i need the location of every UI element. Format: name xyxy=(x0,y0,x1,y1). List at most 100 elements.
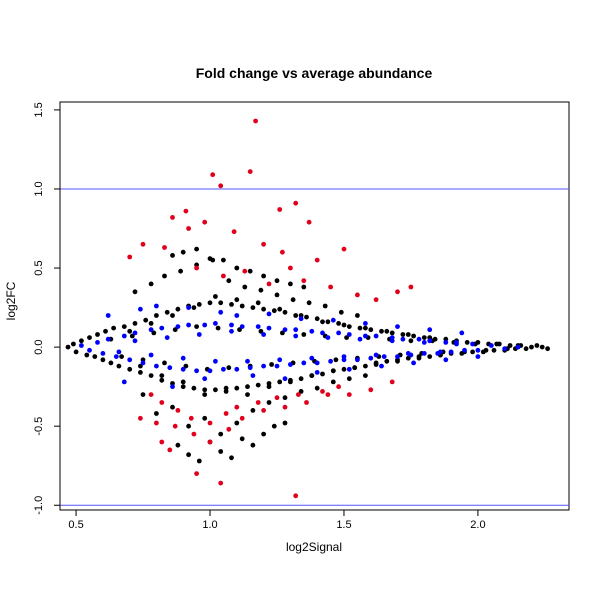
data-point-s2 xyxy=(274,363,280,369)
data-point-s2 xyxy=(301,360,307,366)
data-point-s1 xyxy=(127,328,133,334)
x-tick-label: 0.5 xyxy=(68,519,83,531)
data-point-s2 xyxy=(427,327,433,333)
data-point-s1 xyxy=(421,335,427,340)
data-point-s1 xyxy=(226,365,232,371)
data-point-s2 xyxy=(221,366,226,372)
data-point-s1 xyxy=(87,335,92,340)
data-point-s2 xyxy=(194,368,200,374)
data-point-s1 xyxy=(309,373,315,378)
data-point-s1 xyxy=(196,302,202,307)
data-point-s1 xyxy=(234,297,240,303)
data-point-s1 xyxy=(116,363,122,369)
y-tick-label: 0.5 xyxy=(33,260,45,275)
data-point-s3 xyxy=(282,404,288,410)
y-tick-label: 1.5 xyxy=(33,102,45,117)
data-point-s1 xyxy=(151,330,157,336)
data-point-s2 xyxy=(328,358,333,364)
data-point-s3 xyxy=(293,493,299,499)
data-point-s3 xyxy=(373,297,379,303)
data-point-s1 xyxy=(183,363,189,369)
data-point-s1 xyxy=(229,302,234,307)
data-point-s1 xyxy=(239,303,245,309)
y-axis: -1.0 -0.5 0.0 0.5 1.0 1.5 xyxy=(33,102,61,515)
data-point-s1 xyxy=(194,324,200,329)
data-point-s1 xyxy=(148,321,154,326)
data-point-s1 xyxy=(288,379,293,385)
data-point-s3 xyxy=(218,480,224,486)
data-point-s1 xyxy=(483,347,489,353)
data-point-s3 xyxy=(301,278,307,284)
data-point-s2 xyxy=(105,336,111,342)
x-axis-label: log2Signal xyxy=(286,540,342,554)
data-point-s2 xyxy=(213,358,218,364)
data-point-s3 xyxy=(210,172,216,178)
data-point-s3 xyxy=(395,289,400,295)
data-point-s2 xyxy=(515,344,521,350)
data-point-s1 xyxy=(95,332,100,337)
data-point-s1 xyxy=(470,349,475,355)
data-point-s2 xyxy=(140,360,146,366)
data-point-s2 xyxy=(100,351,106,356)
data-point-s1 xyxy=(277,379,283,385)
data-point-s1 xyxy=(186,452,192,458)
data-point-s2 xyxy=(266,325,272,331)
data-point-s1 xyxy=(400,332,406,337)
data-point-s2 xyxy=(488,343,494,348)
data-point-s3 xyxy=(207,439,213,445)
data-point-s3 xyxy=(336,384,341,390)
data-point-s1 xyxy=(154,411,159,416)
data-point-s2 xyxy=(229,322,234,328)
x-tick-label: 2.0 xyxy=(470,519,485,531)
data-point-s1 xyxy=(344,335,349,340)
data-point-s2 xyxy=(309,355,315,361)
data-point-s1 xyxy=(330,379,336,385)
data-point-s3 xyxy=(288,265,293,271)
data-point-s1 xyxy=(266,400,272,405)
data-point-s1 xyxy=(304,314,309,320)
data-point-s1 xyxy=(320,319,325,325)
data-point-s1 xyxy=(164,309,170,315)
data-point-s1 xyxy=(373,362,379,367)
data-point-s1 xyxy=(226,278,232,284)
data-point-s2 xyxy=(502,346,508,352)
data-point-s1 xyxy=(280,330,285,336)
data-point-s1 xyxy=(274,278,280,284)
data-point-s1 xyxy=(229,455,234,461)
data-point-s2 xyxy=(373,352,379,358)
data-point-s2 xyxy=(373,333,379,339)
data-point-s1 xyxy=(384,358,390,364)
data-point-s1 xyxy=(223,389,229,394)
data-point-s2 xyxy=(266,311,272,317)
data-point-s2 xyxy=(395,354,400,359)
data-point-s1 xyxy=(100,357,106,363)
data-point-s1 xyxy=(282,395,288,401)
data-point-s3 xyxy=(159,439,165,445)
data-point-s1 xyxy=(298,376,304,382)
data-point-s1 xyxy=(221,257,226,263)
data-point-s3 xyxy=(188,415,194,421)
data-point-s1 xyxy=(138,363,143,369)
data-point-s1 xyxy=(269,362,274,367)
data-point-s1 xyxy=(416,355,422,361)
data-point-s1 xyxy=(84,352,90,358)
data-point-s1 xyxy=(427,354,433,359)
data-point-s1 xyxy=(282,309,288,315)
data-point-s1 xyxy=(140,392,146,397)
data-point-s1 xyxy=(258,328,264,334)
data-point-s1 xyxy=(148,281,154,287)
data-point-s1 xyxy=(336,321,341,326)
data-point-s1 xyxy=(180,249,186,255)
data-point-s3 xyxy=(255,400,261,405)
data-point-s2 xyxy=(138,306,143,312)
data-point-s2 xyxy=(288,362,293,367)
data-point-s1 xyxy=(213,294,218,299)
data-point-s1 xyxy=(143,317,149,323)
data-point-s1 xyxy=(539,344,545,350)
data-point-s3 xyxy=(186,226,192,231)
data-point-s3 xyxy=(320,389,325,394)
data-point-s1 xyxy=(322,303,328,309)
data-point-s1 xyxy=(213,387,218,393)
data-point-s1 xyxy=(389,330,395,336)
